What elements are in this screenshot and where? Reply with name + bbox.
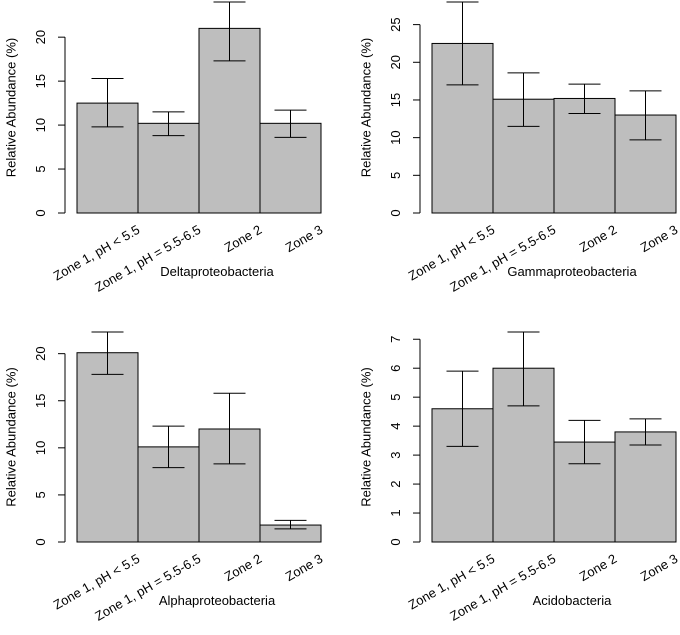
y-tick-label: 2	[388, 480, 403, 487]
y-tick-label: 20	[33, 346, 48, 360]
x-tick-label: Zone 2	[577, 551, 620, 584]
x-tick-label: Zone 1, pH = 5.5-6.5	[92, 551, 203, 624]
error-bar	[152, 425, 185, 469]
x-tick-label: Zone 3	[638, 222, 680, 255]
bar	[137, 122, 200, 214]
x-tick-label: Zone 1, pH = 5.5-6.5	[447, 222, 558, 295]
chart-panel-3: 0 5 10 15 20 Relative Abundance (%) Zone 1, pH…	[3, 331, 326, 624]
y-tick-label: 5	[33, 165, 48, 172]
x-axis-title: Alphaproteobacteria	[159, 593, 276, 608]
y-tick-label: 15	[388, 93, 403, 107]
error-bar	[274, 109, 307, 138]
y-tick-label: 6	[388, 365, 403, 372]
y-tick-label: 0	[33, 538, 48, 545]
chart-panel-2: 0 5 10 15 20 25 Relative Abundance (%) Zone 1, …	[358, 1, 680, 295]
y-tick-label: 0	[33, 209, 48, 216]
x-tick-label: Zone 3	[283, 222, 326, 255]
y-tick-label: 3	[388, 451, 403, 458]
y-tick-label: 20	[388, 55, 403, 69]
y-tick-label: 7	[388, 336, 403, 343]
error-bar	[91, 77, 124, 128]
y-axis-title: Relative Abundance (%)	[3, 38, 18, 177]
x-tick-label: Zone 2	[222, 551, 265, 584]
error-bar	[446, 1, 479, 86]
x-axis-title: Deltaproteobacteria	[160, 264, 274, 279]
bar	[553, 97, 616, 214]
y-tick-label: 15	[33, 74, 48, 88]
y-tick-label: 5	[33, 491, 48, 498]
error-bar	[568, 419, 601, 465]
y-tick-label: 4	[388, 423, 403, 430]
y-tick-label: 15	[33, 394, 48, 408]
error-bar	[629, 418, 662, 446]
y-tick-label: 5	[388, 172, 403, 179]
error-bar	[629, 90, 662, 141]
error-bar	[213, 392, 246, 465]
error-bar	[152, 111, 185, 137]
x-axis-title: Acidobacteria	[533, 593, 613, 608]
y-axis-title: Relative Abundance (%)	[358, 367, 373, 506]
y-tick-label: 20	[33, 30, 48, 44]
chart-panel-4: 0 1 2 3 4 5 6 7 Relative Abundance (%) Zone 1, pH…	[358, 331, 680, 624]
error-bar	[91, 331, 124, 375]
y-tick-label: 5	[388, 394, 403, 401]
error-bar	[507, 72, 540, 127]
x-axis-title: Gammaproteobacteria	[507, 264, 637, 279]
y-tick-label: 10	[33, 441, 48, 455]
y-axis-title: Relative Abundance (%)	[358, 38, 373, 177]
y-axis-title: Relative Abundance (%)	[3, 367, 18, 506]
error-bar	[213, 1, 246, 62]
bar	[614, 431, 677, 543]
x-tick-label: Zone 2	[577, 222, 620, 255]
bar	[76, 352, 139, 543]
error-bar	[446, 370, 479, 447]
y-tick-label: 10	[33, 118, 48, 132]
y-tick-label: 25	[388, 17, 403, 31]
y-tick-label: 0	[388, 538, 403, 545]
x-tick-label: Zone 1, pH = 5.5-6.5	[447, 551, 558, 624]
x-tick-label: Zone 2	[222, 222, 265, 255]
y-tick-label: 0	[388, 209, 403, 216]
chart-panel-1: 0 5 10 15 20 Relative Abundance (%) Zone 1, pH…	[3, 1, 326, 295]
error-bar	[507, 331, 540, 407]
error-bar	[568, 83, 601, 115]
x-tick-label: Zone 3	[638, 551, 680, 584]
x-tick-label: Zone 3	[283, 551, 326, 584]
y-tick-label: 10	[388, 130, 403, 144]
error-bar	[274, 519, 307, 530]
y-tick-label: 1	[388, 509, 403, 516]
x-tick-label: Zone 1, pH = 5.5-6.5	[92, 222, 203, 295]
